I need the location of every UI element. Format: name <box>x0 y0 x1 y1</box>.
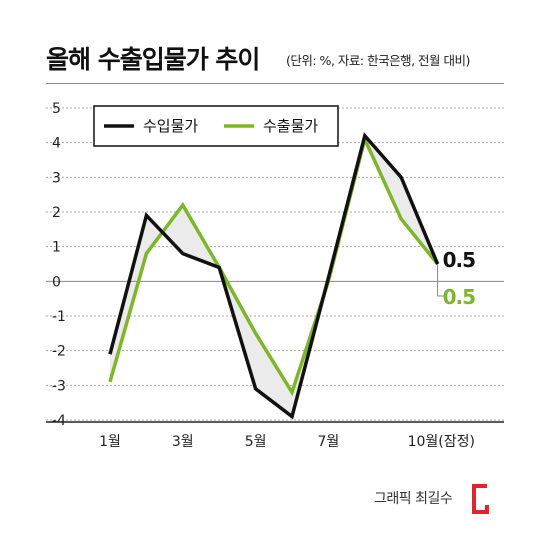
y-tick-label: 2 <box>52 205 61 221</box>
x-tick-label: 10월(잠정) <box>408 434 475 450</box>
graphic-credit: 그래픽 최길수 <box>374 491 453 507</box>
brand-logo-icon <box>472 484 489 514</box>
y-tick-label: 1 <box>52 240 61 256</box>
y-tick-label: -4 <box>52 413 66 429</box>
x-tick-label: 1월 <box>99 434 121 450</box>
y-tick-label: -2 <box>52 344 66 360</box>
y-tick-label: -3 <box>52 378 66 394</box>
y-tick-label: 5 <box>52 101 61 117</box>
title-divider <box>46 83 504 84</box>
y-tick-label: 3 <box>52 170 61 186</box>
difference-fill <box>110 135 438 417</box>
series-lines <box>108 132 440 420</box>
y-tick-label: -1 <box>52 309 66 325</box>
series-export-line <box>108 133 439 397</box>
end-label-export: 0.5 <box>443 285 476 309</box>
legend-label-import: 수입물가 <box>143 117 198 135</box>
y-tick-label: 0 <box>52 274 61 290</box>
legend-label-export: 수출물가 <box>263 117 318 135</box>
end-label-import: 0.5 <box>443 248 476 272</box>
x-axis-ticks: 1월 3월 5월 7월 10월(잠정) <box>99 434 475 450</box>
chart-header: 올해 수출입물가 추이 (단위: %, 자료: 한국은행, 전월 대비) <box>46 40 546 80</box>
x-tick-label: 3월 <box>172 434 194 450</box>
x-tick-label: 5월 <box>245 434 267 450</box>
legend-box <box>93 105 339 147</box>
y-tick-label: 4 <box>52 136 61 152</box>
series-import-line <box>108 132 440 420</box>
chart-title: 올해 수출입물가 추이 <box>46 45 260 74</box>
legend: 수입물가 수출물가 <box>93 105 339 147</box>
chart-subtitle: (단위: %, 자료: 한국은행, 전월 대비) <box>286 53 470 68</box>
end-labels: 0.5 0.5 <box>437 248 476 309</box>
x-tick-label: 7월 <box>318 434 340 450</box>
y-axis-ticks: 5 4 3 2 1 0 -1 -2 -3 -4 <box>52 101 66 429</box>
